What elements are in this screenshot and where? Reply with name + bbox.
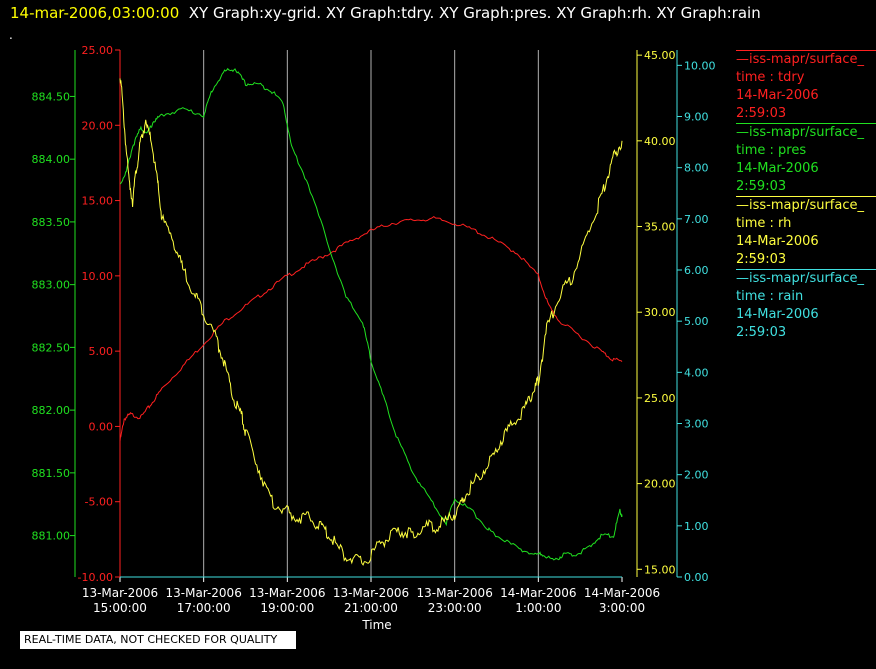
x-tick-label: 13-Mar-2006 [333, 586, 409, 600]
legend-var: time : pres [736, 143, 807, 158]
x-tick-label: 14-Mar-2006 [584, 586, 660, 600]
series-pres-line [119, 67, 623, 561]
legend-entry-3: —iss-mapr/surface_time : rain 14-Mar-2006… [736, 269, 876, 342]
tdry-tick-label: 25.00 [82, 44, 114, 57]
x-tick-label: 13-Mar-2006 [82, 586, 158, 600]
pres-tick-label: 884.50 [32, 90, 71, 103]
rain-tick-label: 7.00 [684, 213, 709, 226]
rain-tick-label: 8.00 [684, 162, 709, 175]
pres-tick-label: 881.00 [32, 530, 71, 543]
legend-time: 2:59:03 [736, 252, 787, 267]
rh-tick-label: 20.00 [644, 478, 676, 491]
x-axis-label: Time [361, 618, 391, 632]
legend-time: 2:59:03 [736, 106, 787, 121]
rh-tick-label: 30.00 [644, 306, 676, 319]
series-rh-line [119, 78, 623, 566]
x-tick-label: 21:00:00 [344, 601, 398, 615]
tdry-tick-label: 10.00 [82, 270, 114, 283]
legend-entry-0: —iss-mapr/surface_time : tdry 14-Mar-2006… [736, 50, 876, 123]
legend-date: 14-Mar-2006 [736, 161, 819, 176]
pres-tick-label: 884.00 [32, 153, 71, 166]
x-tick-label: 14-Mar-2006 [500, 586, 576, 600]
x-tick-label: 17:00:00 [177, 601, 231, 615]
pres-tick-label: 883.50 [32, 216, 71, 229]
legend-source: —iss-mapr/surface_ [736, 198, 865, 213]
rain-tick-label: 10.00 [684, 59, 716, 72]
legend-entry-1: —iss-mapr/surface_time : pres 14-Mar-2006… [736, 123, 876, 196]
legend-time: 2:59:03 [736, 179, 787, 194]
pres-tick-label: 883.00 [32, 279, 71, 292]
legend-entry-2: —iss-mapr/surface_time : rh 14-Mar-2006 2:… [736, 196, 876, 269]
x-tick-label: 23:00:00 [428, 601, 482, 615]
chart-title: 14-mar-2006,03:00:00 XY Graph:xy-grid. X… [10, 4, 761, 22]
rh-tick-label: 25.00 [644, 392, 676, 405]
pres-tick-label: 881.50 [32, 467, 71, 480]
x-tick-label: 19:00:00 [260, 601, 314, 615]
quality-notice: REAL-TIME DATA, NOT CHECKED FOR QUALITY [20, 631, 296, 649]
x-tick-label: 3:00:00 [599, 601, 645, 615]
rain-tick-label: 2.00 [684, 469, 709, 482]
x-tick-label: 13-Mar-2006 [249, 586, 325, 600]
legend-time: 2:59:03 [736, 325, 787, 340]
tdry-tick-label: 5.00 [89, 345, 114, 358]
pres-tick-label: 882.00 [32, 404, 71, 417]
title-graph-list: XY Graph:xy-grid. XY Graph:tdry. XY Grap… [188, 4, 761, 22]
legend-source: —iss-mapr/surface_ [736, 125, 865, 140]
rh-tick-label: 15.00 [644, 563, 676, 576]
legend: —iss-mapr/surface_ time : tdry 14-Mar-2006… [736, 50, 876, 342]
rain-tick-label: 4.00 [684, 366, 709, 379]
rain-tick-label: 9.00 [684, 111, 709, 124]
pres-tick-label: 882.50 [32, 341, 71, 354]
tdry-tick-label: 0.00 [89, 420, 114, 433]
x-tick-label: 13-Mar-2006 [416, 586, 492, 600]
legend-date: 14-Mar-2006 [736, 88, 819, 103]
x-tick-label: 13-Mar-2006 [165, 586, 241, 600]
title-dot: . [9, 28, 13, 42]
rain-tick-label: 0.00 [684, 571, 709, 584]
tdry-tick-label: 15.00 [82, 195, 114, 208]
x-tick-label: 1:00:00 [515, 601, 561, 615]
rh-tick-label: 35.00 [644, 221, 676, 234]
legend-date: 14-Mar-2006 [736, 307, 819, 322]
rain-tick-label: 6.00 [684, 264, 709, 277]
legend-source: —iss-mapr/surface_ [736, 52, 865, 67]
title-timestamp: 14-mar-2006,03:00:00 [10, 4, 180, 22]
legend-source: —iss-mapr/surface_ [736, 271, 865, 286]
legend-var: time : rain [736, 289, 804, 304]
tdry-tick-label: -10.00 [78, 571, 113, 584]
series-tdry-line [119, 215, 623, 442]
rain-tick-label: 1.00 [684, 520, 709, 533]
legend-var: time : rh [736, 216, 792, 231]
rain-tick-label: 5.00 [684, 315, 709, 328]
legend-var: time : tdry [736, 70, 805, 85]
rh-tick-label: 40.00 [644, 135, 676, 148]
legend-date: 14-Mar-2006 [736, 234, 819, 249]
rain-tick-label: 3.00 [684, 418, 709, 431]
tdry-tick-label: 20.00 [82, 119, 114, 132]
x-tick-label: 15:00:00 [93, 601, 147, 615]
rh-tick-label: 45.00 [644, 49, 676, 62]
tdry-tick-label: -5.00 [85, 496, 113, 509]
